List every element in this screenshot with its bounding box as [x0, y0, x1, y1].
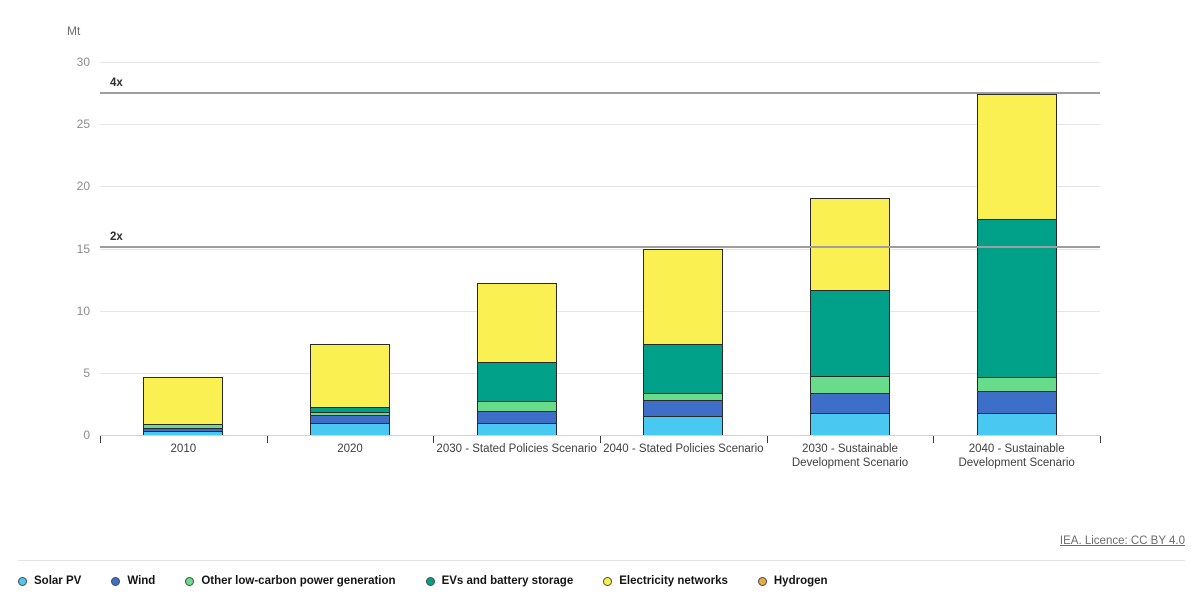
bar-segment[interactable]	[976, 391, 1057, 413]
legend-item[interactable]: EVs and battery storage	[425, 575, 574, 587]
bar-segment[interactable]	[310, 344, 390, 408]
bar-segment[interactable]	[810, 290, 890, 376]
bar-segment[interactable]	[310, 415, 390, 424]
bar-segment[interactable]	[143, 424, 224, 428]
gridline-15	[100, 248, 1100, 250]
bar-segment[interactable]	[476, 400, 557, 411]
gridline-20	[100, 186, 1100, 188]
bar-segment[interactable]	[476, 410, 557, 424]
reference-line-label-4x: 4x	[110, 77, 123, 90]
reference-line-label-2x: 2x	[110, 231, 123, 244]
x-axis-tick	[266, 436, 268, 443]
x-category-label: 2010	[170, 443, 197, 455]
bar-segment[interactable]	[143, 376, 224, 425]
gridline-5	[100, 372, 1100, 374]
bar-segment[interactable]	[143, 427, 224, 432]
x-axis-tick	[1100, 436, 1101, 443]
x-axis-tick	[766, 436, 768, 443]
legend-item[interactable]: Wind	[111, 575, 155, 587]
legend-swatch-icon	[603, 576, 613, 586]
legend-item-label: Wind	[127, 575, 156, 587]
bar-segment[interactable]	[976, 412, 1057, 435]
bar-segment[interactable]	[476, 423, 557, 435]
legend-item-label: Electricity networks	[619, 575, 728, 587]
y-tick-label-20: 20	[76, 179, 90, 194]
legend-item-label: EVs and battery storage	[441, 575, 574, 587]
legend-item-label: Hydrogen	[773, 575, 828, 587]
y-tick-label-10: 10	[76, 303, 90, 318]
reference-line-4x	[100, 92, 1100, 95]
bar-segment[interactable]	[810, 393, 890, 414]
x-category-label: 2040 - Stated Policies Scenario	[603, 443, 764, 455]
gridline-10	[100, 310, 1100, 312]
bar-segment[interactable]	[643, 392, 724, 401]
legend-item-label: Solar PV	[34, 575, 82, 587]
y-tick-label-15: 15	[76, 241, 90, 256]
bar-segment[interactable]	[976, 376, 1057, 392]
x-axis-tick	[600, 436, 601, 443]
y-tick-label-0: 0	[83, 428, 90, 442]
bar-segment[interactable]	[310, 423, 390, 435]
legend-item-label: Other low-carbon power generation	[201, 575, 396, 587]
x-category-label: 2040 - Sustainable Development Scenario	[958, 443, 1075, 470]
x-category-label: 2030 - Sustainable Development Scenario	[791, 443, 909, 470]
bar-segment[interactable]	[976, 218, 1057, 377]
bar-segment[interactable]	[643, 400, 724, 416]
bar-segment[interactable]	[810, 413, 890, 435]
reference-line-2x	[100, 246, 1100, 249]
legend-swatch-icon	[425, 576, 435, 586]
legend-item[interactable]: Electricity networks	[603, 575, 728, 587]
legend-swatch-icon	[757, 576, 767, 586]
bar-segment[interactable]	[810, 197, 890, 291]
y-tick-label-30: 30	[76, 55, 90, 69]
x-category-label: 2030 - Stated Policies Scenario	[436, 443, 597, 455]
bar-segment[interactable]	[643, 343, 724, 393]
legend-swatch-icon	[18, 576, 27, 586]
bar-segment[interactable]	[310, 411, 390, 416]
license-link[interactable]: IEA. Licence: CC BY 4.0	[1060, 531, 1185, 549]
bar-segment[interactable]	[143, 431, 224, 435]
legend: Solar PV Wind Other low-carbon power gener…	[18, 575, 828, 587]
gridline-25	[100, 124, 1100, 126]
legend-item[interactable]: Hydrogen	[757, 575, 828, 587]
bar-segment[interactable]	[976, 94, 1057, 219]
bar-segment[interactable]	[310, 407, 390, 412]
x-category-label: 2020	[337, 443, 363, 455]
x-axis-tick	[433, 436, 435, 443]
bar-segment[interactable]	[643, 415, 724, 435]
y-tick-label-5: 5	[83, 365, 90, 380]
license-link-label[interactable]: IEA. Licence: CC BY 4.0	[1059, 535, 1185, 547]
x-axis-tick	[933, 436, 935, 443]
y-axis-unit-label: Mt	[67, 24, 81, 38]
x-axis-tick	[100, 436, 101, 443]
bar-segment[interactable]	[476, 361, 557, 401]
legend-swatch-icon	[111, 576, 121, 586]
bar-segment[interactable]	[476, 283, 557, 362]
y-tick-label-25: 25	[76, 117, 90, 132]
legend-item[interactable]: Other low-carbon power generation	[185, 575, 396, 587]
legend-divider	[18, 560, 1185, 561]
legend-item[interactable]: Solar PV	[18, 575, 81, 587]
bar-segment[interactable]	[643, 248, 724, 344]
legend-swatch-icon	[185, 576, 195, 586]
bar-segment[interactable]	[810, 375, 890, 394]
x-axis-line	[100, 435, 1100, 436]
gridline-30	[100, 62, 1100, 63]
